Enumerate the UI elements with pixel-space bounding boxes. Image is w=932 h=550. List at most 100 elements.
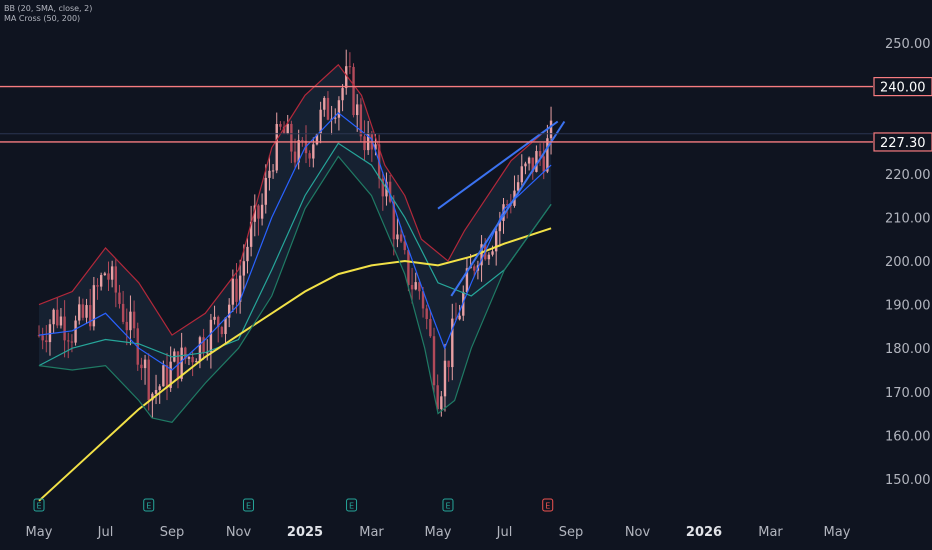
candle-body xyxy=(154,390,158,394)
candle-body xyxy=(473,266,476,271)
candle-body xyxy=(198,337,202,362)
x-tick-label: Mar xyxy=(359,525,384,540)
trendline-2[interactable] xyxy=(450,120,566,297)
candle-body xyxy=(374,144,377,150)
candle-body xyxy=(187,356,191,359)
candle-body xyxy=(531,157,534,172)
candle-body xyxy=(74,320,77,343)
candle-body xyxy=(341,88,344,101)
earnings-marker[interactable] xyxy=(346,498,358,512)
candle-body xyxy=(114,266,118,293)
candle-body xyxy=(443,360,447,397)
candle-body xyxy=(407,250,410,286)
y-tick-label: 190.00 xyxy=(885,299,931,314)
series-line-bb-basis xyxy=(38,111,552,371)
series-line-ma-cross-200- xyxy=(38,227,552,502)
candle-body xyxy=(301,140,304,142)
trendlines[interactable] xyxy=(437,120,566,297)
candle-body xyxy=(37,335,41,337)
x-tick-label: Mar xyxy=(758,525,783,540)
ma-legend-label[interactable]: MA Cross (50, 200) xyxy=(4,14,81,23)
indicator-legend: BB (20, SMA, close, 2) MA Cross (50, 200… xyxy=(4,4,92,24)
horizontal-levels[interactable]: 240.00 227.30 xyxy=(0,76,932,152)
candle-body xyxy=(184,347,187,359)
candle-body xyxy=(264,177,267,205)
candle-body xyxy=(242,261,246,276)
candle-body xyxy=(436,385,439,410)
candle-body xyxy=(345,66,348,89)
candle-body xyxy=(103,273,107,276)
x-tick-label: Nov xyxy=(625,525,651,540)
candle-body xyxy=(279,124,282,127)
candle-body xyxy=(388,181,392,202)
bb-legend-label[interactable]: BB (20, SMA, close, 2) xyxy=(4,4,93,13)
x-tick-label: Sep xyxy=(559,525,584,540)
candle-body xyxy=(546,138,549,172)
earnings-marker-label: E xyxy=(349,502,354,511)
candle-body xyxy=(356,104,359,116)
earnings-marker[interactable] xyxy=(442,498,454,512)
candle-body xyxy=(542,156,545,172)
candle-body xyxy=(465,268,469,292)
earnings-marker[interactable] xyxy=(143,498,155,512)
x-tick-label: May xyxy=(425,525,452,540)
earnings-marker[interactable] xyxy=(33,498,45,512)
candle-body xyxy=(81,304,85,318)
price-axis[interactable]: 150.00 160.00 170.00 180.00 190.00 200.00 210.… xyxy=(885,37,931,488)
candle-body xyxy=(286,123,289,134)
candle-body xyxy=(165,365,169,388)
candle-body xyxy=(85,305,88,318)
price-level-label: 227.30 xyxy=(880,136,926,151)
candle-body xyxy=(118,292,121,304)
candle-body xyxy=(425,308,428,320)
candle-body xyxy=(319,109,322,134)
candle-body xyxy=(268,170,271,178)
candle-body xyxy=(458,315,461,320)
candle-body xyxy=(67,340,70,342)
candle-body xyxy=(538,151,542,157)
candle-body xyxy=(392,201,395,240)
candle-body xyxy=(78,304,81,321)
series-line-bb-lower xyxy=(38,155,552,423)
y-tick-label: 150.00 xyxy=(885,473,931,488)
candle-body xyxy=(549,120,553,139)
candle-body xyxy=(381,178,385,197)
candle-body xyxy=(451,318,454,368)
candle-body xyxy=(334,117,337,119)
candle-body xyxy=(432,336,436,386)
candle-body xyxy=(326,97,330,120)
candle-body xyxy=(125,321,128,331)
price-level-badge[interactable] xyxy=(873,132,932,152)
earnings-marker[interactable] xyxy=(242,498,254,512)
x-tick-label: May xyxy=(26,525,53,540)
candle-body xyxy=(290,123,293,152)
x-tick-label: May xyxy=(824,525,851,540)
candle-body xyxy=(147,359,150,401)
x-tick-label: 2025 xyxy=(287,525,323,540)
candle-body xyxy=(487,254,491,260)
bollinger-band-area xyxy=(39,64,552,423)
candle-body xyxy=(143,359,147,369)
candle-body xyxy=(52,309,55,325)
candle-body xyxy=(282,126,286,134)
candle-body xyxy=(480,244,483,266)
candle-body xyxy=(162,365,165,387)
candle-body xyxy=(129,311,132,331)
trendline-1[interactable] xyxy=(437,120,559,210)
candle-body xyxy=(447,360,450,368)
candle-body xyxy=(271,170,275,172)
candle-body xyxy=(498,220,502,232)
earnings-marker-label: E xyxy=(445,502,450,511)
candle-body xyxy=(502,204,505,221)
time-axis[interactable]: May Jul Sep Nov 2025 Mar May Jul Sep Nov 2026 Mar Ma… xyxy=(26,525,851,540)
candle-body xyxy=(293,151,297,163)
price-level-label: 240.00 xyxy=(880,81,926,96)
price-level-badge[interactable] xyxy=(873,76,932,97)
earnings-marker-label: E xyxy=(246,502,251,511)
x-tick-label: Jul xyxy=(97,525,114,540)
earnings-marker[interactable] xyxy=(542,498,554,512)
x-tick-label: 2026 xyxy=(686,525,722,540)
candle-body xyxy=(323,97,326,110)
